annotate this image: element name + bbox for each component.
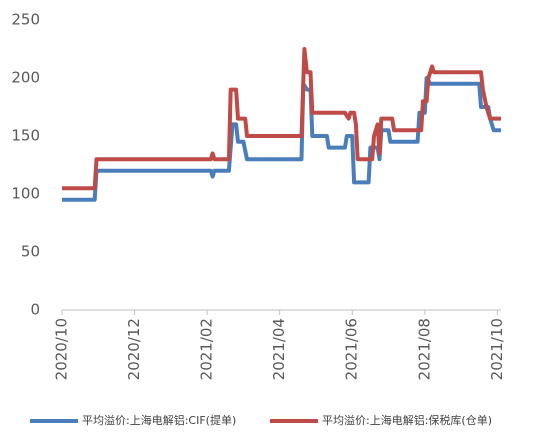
legend-label: 平均溢价:上海电解铝:保税库(仓单) [322, 413, 492, 427]
x-tick-label: 2021/02 [198, 318, 216, 380]
legend-label: 平均溢价:上海电解铝:CIF(提单) [82, 413, 236, 427]
y-tick-label: 0 [30, 301, 40, 319]
y-tick-label: 100 [11, 185, 40, 203]
series-line [62, 76, 501, 202]
y-tick-label: 200 [11, 69, 40, 87]
series-line [62, 47, 501, 191]
y-tick-label: 150 [11, 127, 40, 145]
x-tick-label: 2020/10 [53, 318, 71, 380]
x-tick-label: 2021/10 [488, 318, 506, 380]
y-tick-label: 250 [11, 11, 40, 29]
y-tick-label: 50 [21, 243, 40, 261]
x-tick-label: 2021/06 [343, 318, 361, 380]
x-tick-label: 2021/04 [270, 318, 288, 380]
x-tick-label: 2020/12 [125, 318, 143, 380]
x-tick-label: 2021/08 [415, 318, 433, 380]
